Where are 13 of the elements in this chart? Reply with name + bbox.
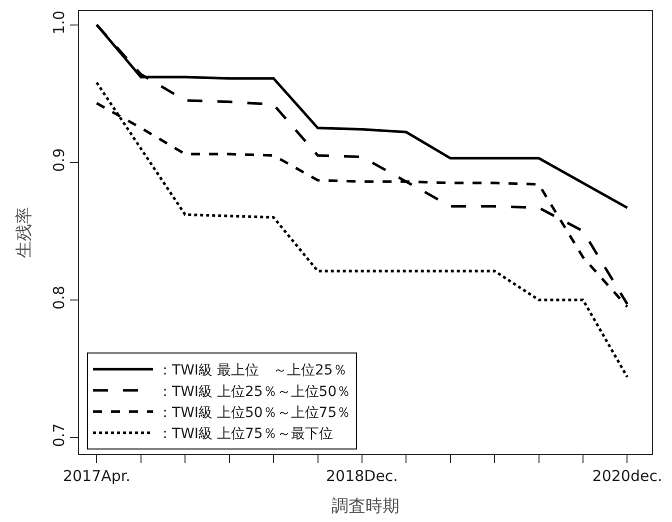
x-axis-title: 調査時期: [332, 496, 400, 516]
y-tick-label: 0.7: [50, 423, 68, 448]
y-axis-title: 生残率: [14, 207, 34, 258]
y-tick-label: 1.0: [50, 10, 68, 34]
legend-label: ：TWI級 最上位 ～上位25％: [158, 362, 347, 379]
y-tick-label: 0.9: [50, 148, 68, 172]
x-tick-label: 2020dec.: [592, 467, 662, 486]
y-tick-label: 0.8: [50, 286, 68, 310]
legend-label: ：TWI級 上位25％～上位50％: [158, 384, 351, 400]
x-tick-label: 2017Apr.: [62, 467, 130, 486]
legend-label: ：TWI級 上位75％～最下位: [158, 426, 333, 442]
legend-label: ：TWI級 上位50％～上位75％: [158, 405, 351, 422]
x-tick-label: 2018Dec.: [326, 467, 398, 486]
